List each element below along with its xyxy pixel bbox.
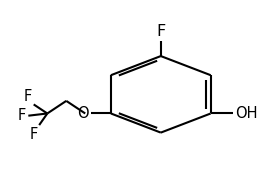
Text: OH: OH: [235, 106, 257, 121]
Text: F: F: [23, 88, 32, 104]
Text: F: F: [17, 108, 26, 123]
Text: F: F: [156, 24, 165, 39]
Text: F: F: [29, 127, 38, 142]
Text: O: O: [77, 106, 89, 121]
